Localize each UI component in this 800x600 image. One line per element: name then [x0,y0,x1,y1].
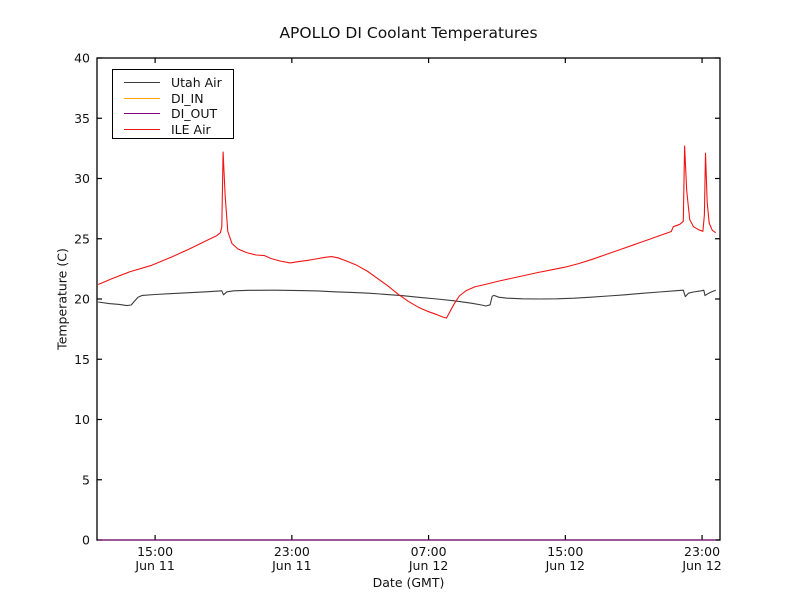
series-line-ile-air [97,145,717,319]
legend-line-swatch [124,128,160,130]
legend-line-swatch [124,113,160,115]
x-tick-time-label: 15:00 [547,544,583,559]
legend: Utah Air DI_IN DI_OUT ILE Air [112,69,234,139]
legend-item: ILE Air [113,122,233,138]
x-axis-label: Date (GMT) [372,575,445,590]
y-tick-label: 10 [74,412,90,427]
legend-label: DI_OUT [171,106,218,122]
y-tick-label: 30 [74,171,90,186]
y-tick-label: 20 [74,292,90,307]
y-tick-label: 5 [82,472,90,487]
x-tick-date-label: Jun 12 [545,558,585,573]
series-line-utah-air [98,289,716,307]
legend-line-swatch [124,82,160,84]
x-tick-time-label: 23:00 [274,544,310,559]
legend-label: DI_IN [171,90,204,106]
x-tick-date-label: Jun 11 [134,558,174,573]
x-tick-time-label: 07:00 [411,544,447,559]
x-tick-time-label: 23:00 [684,544,720,559]
y-tick-label: 35 [74,111,90,126]
y-tick-label: 40 [74,51,90,66]
legend-item: DI_IN [113,91,233,107]
x-tick-date-label: Jun 12 [681,558,721,573]
y-axis-label: Temperature (C) [54,248,70,350]
legend-item: Utah Air [113,75,233,91]
legend-item: DI_OUT [113,106,233,122]
chart-title: APOLLO DI Coolant Temperatures [279,24,538,42]
legend-label: Utah Air [171,75,222,91]
x-tick-time-label: 15:00 [137,544,173,559]
x-tick-date-label: Jun 11 [271,558,311,573]
y-tick-label: 15 [74,352,90,367]
y-tick-label: 0 [82,533,90,548]
legend-label: ILE Air [171,121,211,137]
y-tick-label: 25 [74,231,90,246]
legend-line-swatch [124,97,160,99]
x-tick-date-label: Jun 12 [408,558,448,573]
y-axis-ticks: 0 5 10 15 20 25 30 35 40 [74,51,720,548]
